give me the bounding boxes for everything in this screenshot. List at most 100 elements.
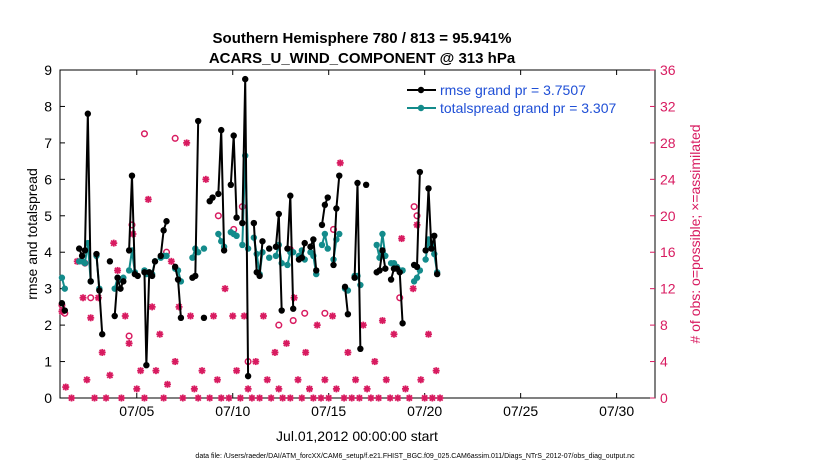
rmse-point — [58, 300, 66, 307]
obs-assimilated-stroke — [375, 394, 382, 402]
obs-assimilated-marker — [432, 367, 440, 375]
totalspread-point — [379, 230, 386, 238]
obs-assimilated-marker — [409, 285, 417, 293]
rmse-point — [239, 219, 246, 227]
obs-assimilated-marker — [317, 394, 325, 402]
obs-assimilated-marker — [98, 348, 106, 356]
x-axis-label: Jul.01,2012 00:00:00 start — [276, 428, 438, 444]
obs-assimilated-stroke — [214, 376, 221, 384]
obs-assimilated-marker — [394, 394, 402, 402]
obs-assimilated-stroke — [98, 349, 106, 356]
legend-spread-marker — [417, 104, 425, 112]
obs-assimilated-stroke — [310, 394, 317, 402]
obs-assimilated-marker — [236, 394, 244, 402]
obs-assimilated-stroke — [279, 394, 286, 402]
obs-assimilated-marker — [436, 394, 444, 402]
obs-assimilated-stroke — [429, 394, 436, 402]
obs-assimilated-marker — [298, 394, 306, 402]
rmse-line-segment — [413, 172, 421, 269]
obs-possible-marker — [410, 203, 418, 211]
y-tick-label: 4 — [44, 244, 52, 260]
obs-assimilated-marker — [329, 312, 337, 320]
obs-assimilated-stroke — [121, 312, 129, 320]
obs-assimilated-marker — [190, 385, 198, 393]
obs-assimilated-stroke — [264, 376, 271, 384]
obs-assimilated-stroke — [118, 394, 125, 402]
rmse-point — [333, 205, 340, 212]
obs-assimilated-stroke — [421, 394, 428, 402]
rmse-point — [200, 314, 208, 322]
obs-assimilated-marker — [425, 330, 433, 338]
obs-assimilated-marker — [367, 394, 375, 402]
totalspread-point — [218, 238, 225, 245]
rmse-point — [387, 276, 395, 283]
obs-possible-marker — [275, 321, 283, 329]
obs-possible-marker — [321, 309, 329, 317]
obs-assimilated-stroke — [294, 376, 302, 384]
obs-possible-marker — [396, 294, 404, 302]
obs-assimilated-marker — [378, 317, 386, 325]
y-tick-label: 8 — [44, 98, 52, 114]
chart-subtitle: ACARS_U_WIND_COMPONENT @ 313 hPa — [209, 50, 516, 67]
rmse-point — [177, 314, 185, 322]
rmse-point — [242, 75, 249, 83]
obs-assimilated-stroke — [287, 394, 294, 402]
obs-assimilated-marker — [117, 394, 125, 402]
rmse-point — [209, 194, 216, 201]
y-right-tick-label: 8 — [660, 317, 668, 333]
rmse-point — [120, 278, 127, 285]
obs-assimilated-marker — [401, 385, 409, 393]
obs-assimilated-stroke — [398, 235, 405, 242]
obs-possible-marker — [125, 332, 133, 340]
obs-assimilated-marker — [187, 312, 195, 320]
obs-assimilated-stroke — [187, 312, 194, 320]
obs-assimilated-marker — [87, 314, 95, 322]
rmse-line-segment — [95, 253, 104, 335]
totalspread-point — [58, 274, 66, 281]
rmse-point — [324, 194, 331, 201]
rmse-point — [321, 201, 329, 209]
rmse-point — [96, 287, 103, 294]
obs-assimilated-marker — [355, 394, 363, 402]
obs-assimilated-marker — [83, 376, 91, 384]
totalspread-point — [215, 230, 222, 238]
obs-assimilated-stroke — [202, 176, 210, 183]
obs-assimilated-stroke — [333, 385, 340, 393]
obs-possible-marker — [171, 134, 179, 142]
obs-assimilated-marker — [183, 139, 191, 147]
obs-assimilated-marker — [382, 376, 390, 384]
obs-assimilated-stroke — [68, 394, 75, 402]
obs-assimilated-marker — [217, 394, 225, 402]
obs-assimilated-stroke — [394, 394, 402, 402]
rmse-point — [354, 179, 361, 187]
obs-assimilated-marker — [344, 348, 352, 356]
obs-markers — [58, 130, 444, 402]
y-tick-label: 9 — [44, 62, 52, 78]
y-right-tick-label: 36 — [660, 62, 676, 78]
rmse-point — [233, 214, 240, 221]
y-right-tick-label: 24 — [660, 171, 676, 187]
obs-assimilated-stroke — [110, 239, 118, 247]
totalspread-line-segment — [375, 233, 387, 258]
obs-assimilated-marker — [137, 367, 145, 375]
obs-assimilated-marker — [244, 385, 252, 393]
obs-assimilated-marker — [259, 312, 267, 320]
obs-assimilated-stroke — [344, 349, 352, 356]
totalspread-point — [324, 245, 331, 252]
rmse-point — [128, 172, 136, 179]
obs-assimilated-marker — [210, 312, 218, 320]
obs-assimilated-stroke — [425, 330, 432, 338]
obs-assimilated-stroke — [168, 258, 175, 265]
rmse-point — [266, 245, 273, 252]
obs-assimilated-stroke — [156, 330, 164, 338]
rmse-point — [163, 218, 170, 225]
obs-assimilated-marker — [267, 394, 275, 402]
rmse-point — [194, 117, 202, 125]
totalspread-point — [284, 261, 291, 269]
rmse-point — [174, 276, 182, 283]
obs-assimilated-stroke — [137, 367, 144, 374]
obs-assimilated-marker — [363, 385, 371, 393]
obs-assimilated-marker — [221, 285, 229, 293]
rmse-point — [157, 252, 164, 260]
obs-assimilated-marker — [148, 303, 156, 311]
